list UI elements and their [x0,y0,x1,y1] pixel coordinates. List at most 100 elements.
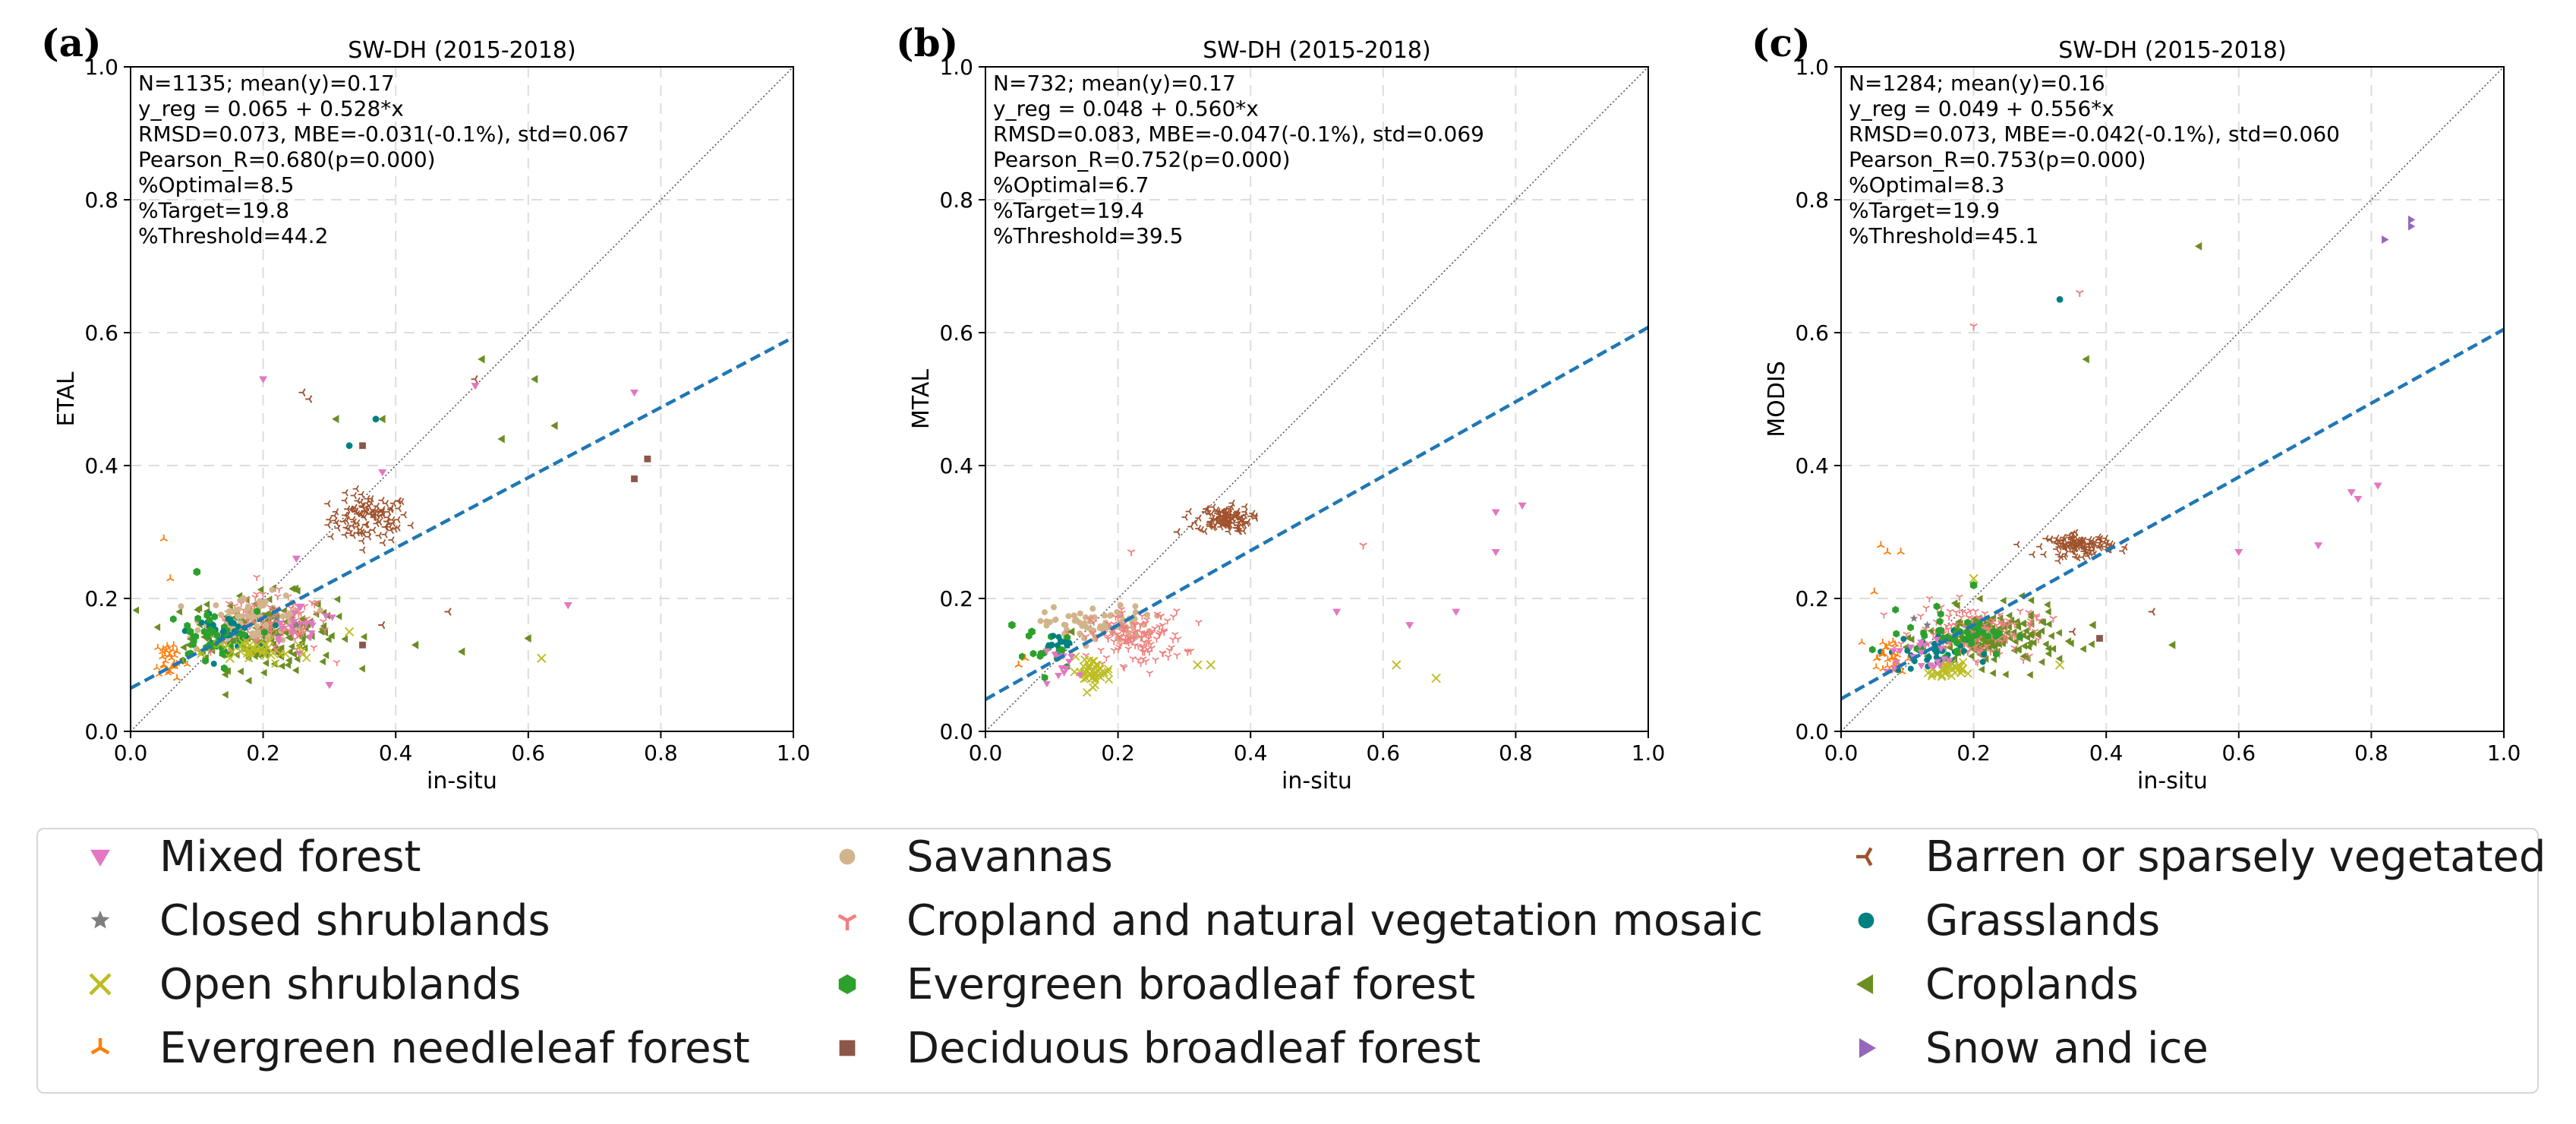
data-point [288,630,297,637]
data-point [1957,614,1966,621]
data-point [279,626,287,633]
data-point [1982,655,1989,663]
data-point [1121,638,1128,645]
regression-line [129,336,795,690]
data-point [359,546,366,554]
data-point [260,601,266,609]
data-point [1932,645,1938,652]
legend-item: Barren or sparsely vegetated [1843,832,2546,882]
data-point [210,661,217,667]
legend-item: Croplands [1843,960,2139,1009]
data-point [1102,655,1111,661]
data-point [370,526,377,534]
data-point [1191,519,1198,527]
data-point [1872,663,1881,670]
y-tick-label: 0.0 [1795,719,1829,744]
data-point [2168,640,2176,649]
data-point [1014,661,1023,668]
legend-marker [1856,974,1874,994]
data-point [1146,671,1154,677]
data-point [2382,235,2389,244]
data-point [1114,608,1121,615]
legend-label: Open shrublands [159,959,522,1009]
data-point [273,622,279,629]
data-point [1899,668,1906,675]
data-point [2027,631,2035,639]
data-point [1120,665,1128,672]
legend-item: Deciduous broadleaf forest [825,1024,1480,1073]
data-point [324,500,331,508]
panel-2: 0.0 0.2 0.4 0.6 0.8 1.0 0.0 0.2 0.4 0.6 0.8 1.0 in-s… [896,21,1665,794]
data-point [1043,618,1050,625]
data-point [1392,660,1402,670]
data-point [282,617,289,626]
data-point [1104,674,1114,684]
data-point [2373,482,2382,490]
data-point [249,630,256,636]
data-point [2074,554,2081,562]
data-point [1332,608,1342,616]
data-point [358,491,364,498]
data-point [1992,632,2000,640]
data-point [2060,544,2067,551]
legend-marker-icon [1858,912,1874,929]
data-point [297,603,305,611]
data-point [1945,614,1953,620]
data-point [2045,620,2052,628]
data-point [1238,521,1245,529]
data-point [379,539,386,547]
data-point [1050,633,1057,639]
data-point [1968,652,1975,660]
panel-letter: (c) [1751,21,1811,65]
data-point [1890,665,1899,673]
data-point [2031,628,2039,636]
data-point [2088,640,2095,649]
data-point [1969,573,1979,583]
data-point [291,636,299,643]
data-point [373,502,380,510]
data-point [288,585,295,593]
data-point [2086,549,2093,557]
data-point [165,652,173,658]
data-point [292,555,301,563]
data-point [181,627,188,634]
data-point [2002,671,2009,679]
data-point [275,586,283,593]
data-point [1229,516,1236,523]
data-point [302,621,311,628]
data-point [279,636,286,643]
data-point [2100,538,2108,546]
chart-title: SW-DH (2015-2018) [348,37,575,64]
data-point [359,641,366,649]
data-point [276,620,285,627]
data-point [2040,551,2047,558]
data-point [1925,595,1934,603]
data-point [1953,661,1963,670]
data-point [220,664,228,672]
data-point [1970,614,1978,623]
data-point [163,642,171,649]
data-point [225,653,235,663]
data-point [378,469,387,477]
data-point [2119,547,2126,555]
data-point [2029,551,2035,558]
data-point [1981,651,1988,658]
data-point [1950,636,1957,644]
legend-marker-icon [838,974,856,994]
data-point [1169,614,1178,620]
legend-marker-icon [90,1038,110,1055]
data-point [1164,654,1172,661]
data-point [1206,660,1215,670]
data-point [2079,645,2086,653]
data-point [190,633,197,641]
data-point [1491,548,1500,557]
data-point [1992,650,2000,658]
data-point [471,383,480,390]
data-point [1065,658,1074,666]
data-point [2026,624,2034,631]
data-point [2023,627,2029,635]
y-axis-label: ETAL [53,371,80,426]
data-point [1944,627,1952,633]
data-point [1491,509,1500,516]
data-point [387,506,394,513]
